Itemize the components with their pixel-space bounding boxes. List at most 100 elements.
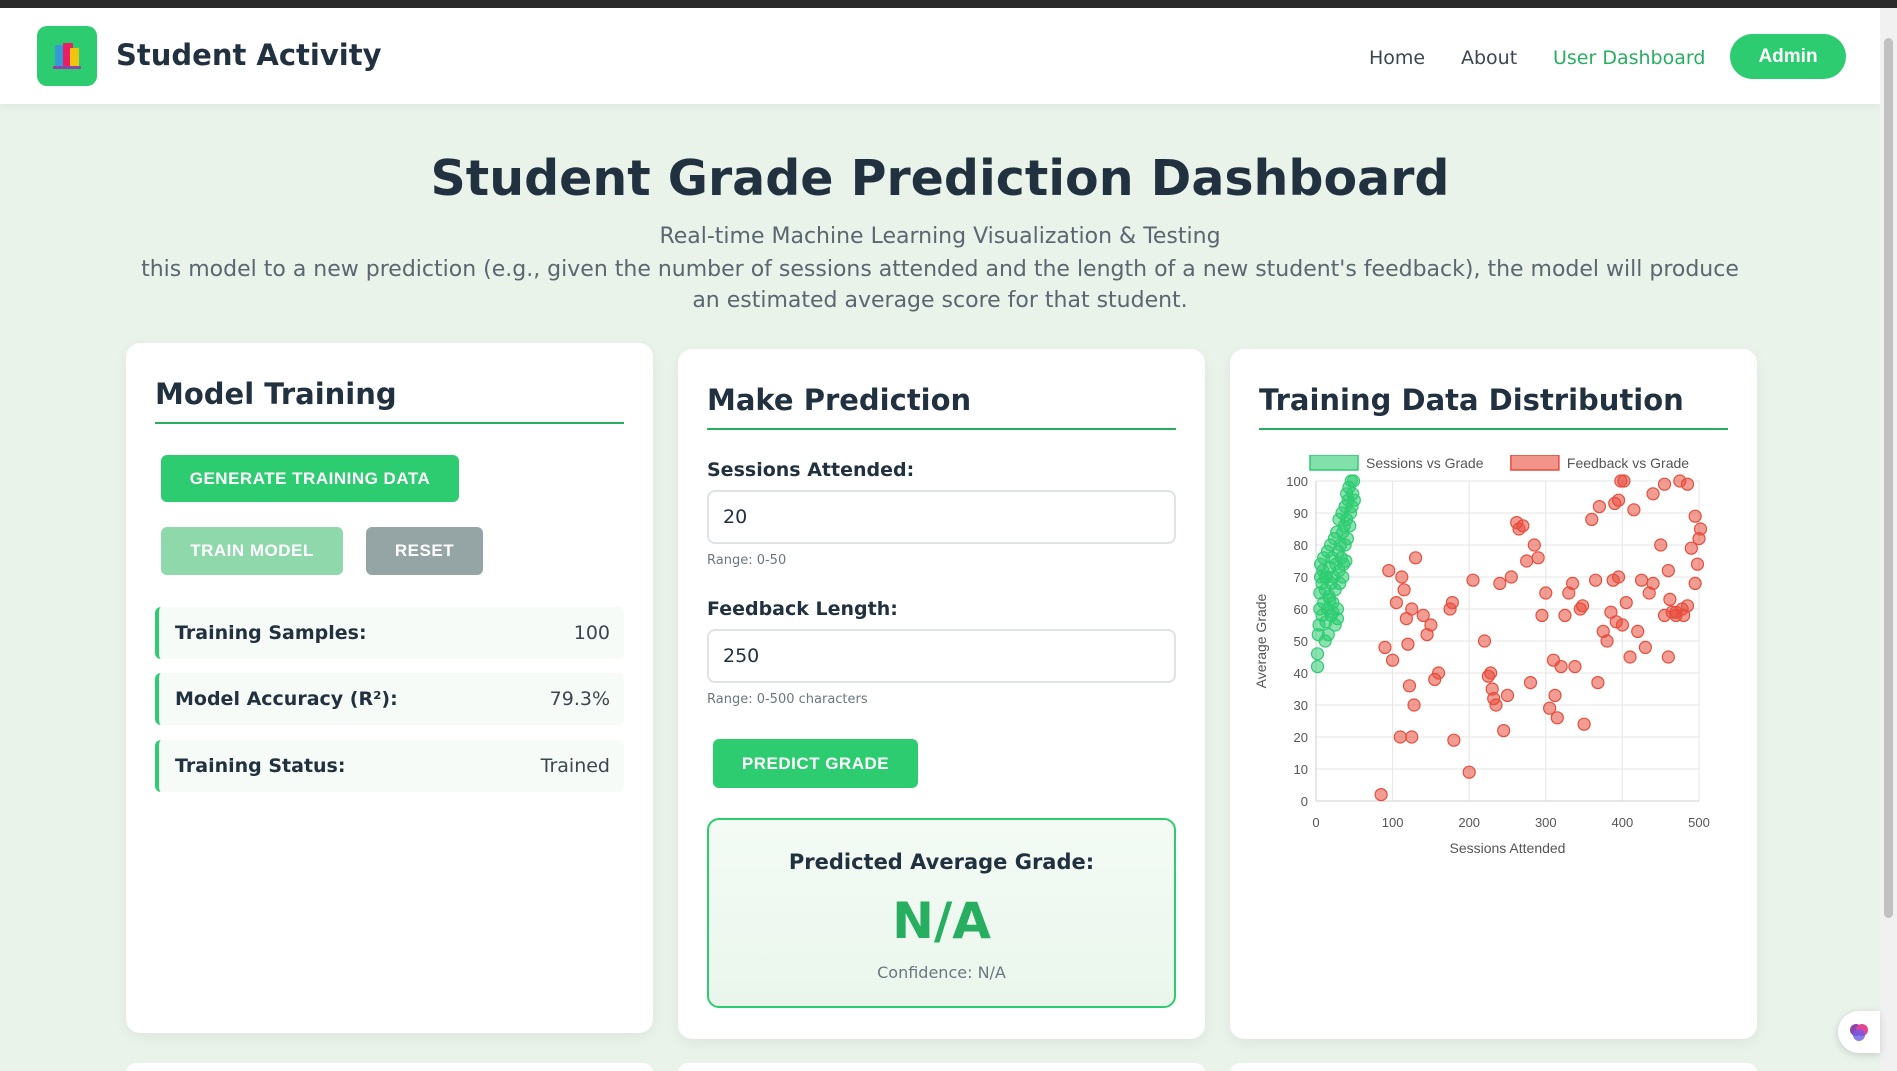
prediction-result-box: Predicted Average Grade: N/A Confidence:… <box>707 818 1176 1008</box>
feedback-grade-point <box>1539 586 1553 600</box>
feedback-grade-point <box>1466 573 1480 587</box>
feedback-grade-point <box>1500 688 1515 702</box>
feedback-grade-point <box>1407 698 1421 712</box>
feedback-grade-point <box>1395 570 1409 584</box>
feedback-grade-point <box>1688 509 1702 523</box>
nav-link-user-dashboard[interactable]: User Dashboard <box>1553 47 1706 69</box>
y-tick-label: 0 <box>1301 794 1308 809</box>
feedback-grade-point <box>1619 596 1633 610</box>
sessions-grade-point <box>1321 628 1335 642</box>
feedback-grade-point <box>1520 554 1534 568</box>
feedback-grade-point <box>1378 640 1392 654</box>
feedback-grade-point <box>1657 477 1672 491</box>
feedback-grade-point <box>1516 519 1530 533</box>
feedback-grade-point <box>1484 666 1498 680</box>
bottom-card-peek <box>1230 1063 1757 1071</box>
feedback-grade-point <box>1623 650 1637 664</box>
predict-grade-button[interactable]: PREDICT GRADE <box>713 739 918 788</box>
feedback-grade-point <box>1527 538 1541 552</box>
feedback-grade-point <box>1445 596 1459 610</box>
sessions-grade-point <box>1310 660 1325 674</box>
feedback-grade-point <box>1393 730 1407 744</box>
feedback-grade-point <box>1646 576 1660 590</box>
y-tick-label: 40 <box>1294 666 1308 681</box>
sessions-input[interactable] <box>707 490 1176 544</box>
x-axis-label: Sessions Attended <box>1450 840 1566 856</box>
stat-training-samples: Training Samples: 100 <box>155 607 624 659</box>
admin-button[interactable]: Admin <box>1730 34 1846 79</box>
y-tick-label: 90 <box>1294 506 1308 521</box>
y-tick-label: 30 <box>1294 698 1308 713</box>
feedback-grade-point <box>1631 624 1645 638</box>
result-value: N/A <box>892 892 991 950</box>
feedback-grade-point <box>1535 608 1549 622</box>
scrollbar-thumb[interactable] <box>1884 38 1893 918</box>
feedback-grade-point <box>1611 493 1626 507</box>
feedback-grade-point <box>1543 701 1557 715</box>
feedback-grade-point <box>1416 608 1430 622</box>
sessions-grade-point <box>1347 493 1361 507</box>
nav-link-home[interactable]: Home <box>1369 47 1426 69</box>
books-logo-icon[interactable] <box>37 26 97 86</box>
sessions-hint: Range: 0-50 <box>707 553 787 568</box>
reset-button[interactable]: RESET <box>366 527 483 575</box>
x-tick-label: 0 <box>1312 815 1319 830</box>
distribution-title: Training Data Distribution <box>1259 383 1684 417</box>
stat-label: Training Status: <box>175 755 346 777</box>
feedback-grade-point <box>1447 733 1461 747</box>
feedback-grade-point <box>1669 608 1683 622</box>
legend-swatch <box>1510 455 1560 471</box>
bottom-card-peek <box>678 1063 1205 1071</box>
sessions-grade-point <box>1336 570 1350 584</box>
feedback-grade-point <box>1401 637 1415 651</box>
feedback-grade-point <box>1424 618 1438 632</box>
feedback-grade-point <box>1386 653 1400 667</box>
feedback-grade-point <box>1611 570 1626 584</box>
feedback-grade-point <box>1497 724 1511 738</box>
page-scrollbar[interactable] <box>1880 8 1897 1071</box>
feedback-label: Feedback Length: <box>707 598 898 620</box>
y-tick-label: 100 <box>1286 474 1308 489</box>
make-prediction-card: Make Prediction Sessions Attended: Range… <box>678 349 1205 1039</box>
train-model-button[interactable]: TRAIN MODEL <box>161 527 343 575</box>
feedback-input[interactable] <box>707 629 1176 683</box>
brain-assistant-icon[interactable] <box>1838 1011 1880 1053</box>
feedback-grade-point <box>1661 563 1675 578</box>
stat-value: 79.3% <box>549 688 610 710</box>
sessions-label: Sessions Attended: <box>707 459 915 481</box>
model-training-title: Model Training <box>155 377 397 411</box>
legend-label: Sessions vs Grade <box>1366 455 1484 471</box>
feedback-grade-point <box>1477 634 1492 648</box>
x-tick-label: 100 <box>1382 815 1404 830</box>
brand-name[interactable]: Student Activity <box>116 38 382 72</box>
feedback-grade-point <box>1566 576 1580 590</box>
feedback-grade-point <box>1568 660 1582 674</box>
feedback-grade-point <box>1615 618 1629 632</box>
sessions-grade-point <box>1339 554 1353 568</box>
feedback-grade-point <box>1627 503 1641 517</box>
feedback-grade-point <box>1382 563 1396 578</box>
stat-value: 100 <box>573 622 610 644</box>
sessions-grade-point <box>1343 519 1357 533</box>
nav-link-about[interactable]: About <box>1461 47 1518 69</box>
sessions-grade-point <box>1318 570 1332 584</box>
feedback-grade-point <box>1661 650 1675 664</box>
model-training-card: Model Training GENERATE TRAINING DATA TR… <box>126 343 653 1033</box>
feedback-grade-point <box>1690 557 1705 571</box>
generate-training-data-button[interactable]: GENERATE TRAINING DATA <box>161 455 459 502</box>
page-description: this model to a new prediction (e.g., gi… <box>141 257 1739 313</box>
stat-model-accuracy: Model Accuracy (R²): 79.3% <box>155 673 624 725</box>
feedback-grade-point <box>1554 660 1568 674</box>
sessions-grade-point <box>1340 531 1355 546</box>
feedback-grade-point <box>1592 499 1607 514</box>
sessions-grade-point <box>1326 605 1340 619</box>
feedback-grade-point <box>1680 599 1695 613</box>
navbar: Student Activity Home About User Dashboa… <box>0 8 1880 104</box>
title-divider <box>1259 428 1728 430</box>
feedback-grade-point <box>1397 583 1411 597</box>
feedback-grade-point <box>1493 576 1507 590</box>
stat-label: Training Samples: <box>175 622 367 644</box>
scatter-chart[interactable]: 0 10 20 30 40 50 60 70 80 90 100 0 100 200 300 400 500 Se… <box>1250 455 1740 875</box>
y-tick-label: 60 <box>1294 602 1308 617</box>
title-divider <box>155 422 624 424</box>
